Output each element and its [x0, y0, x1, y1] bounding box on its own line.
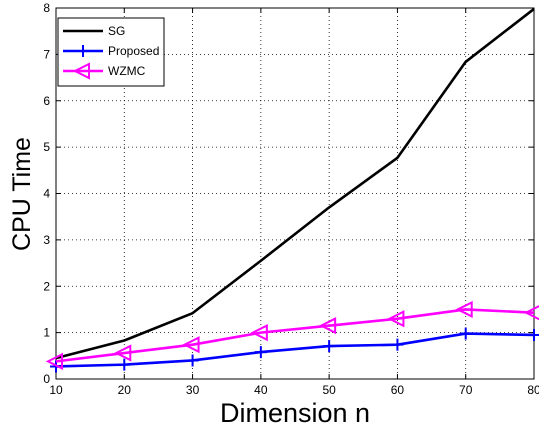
- y-tick-label: 7: [43, 47, 50, 61]
- series-lines: [45, 7, 539, 373]
- legend-label: Proposed: [108, 44, 159, 58]
- series-wzmc: [45, 300, 539, 370]
- legend-item: SG: [63, 24, 125, 38]
- data-point-marker: [250, 324, 268, 342]
- data-point-marker: [118, 358, 131, 371]
- y-tick-label: 4: [43, 187, 50, 201]
- data-point-marker: [528, 328, 539, 341]
- x-tick-label: 10: [49, 383, 63, 397]
- data-point-marker: [186, 354, 199, 367]
- legend-label: WZMC: [108, 64, 146, 78]
- series-proposed: [50, 327, 539, 373]
- x-tick-label: 40: [254, 383, 268, 397]
- y-tick-label: 3: [43, 233, 50, 247]
- series-line: [55, 7, 535, 360]
- x-tick-label: 70: [459, 383, 473, 397]
- data-point-marker: [77, 45, 89, 57]
- legend: SG Proposed WZMC: [57, 17, 165, 87]
- y-tick-label: 6: [43, 94, 50, 108]
- data-point-marker: [523, 305, 539, 321]
- data-point-marker: [182, 336, 200, 354]
- legend-label: SG: [108, 24, 125, 38]
- data-point-marker: [114, 344, 132, 362]
- x-tick-label: 20: [118, 383, 132, 397]
- data-point-marker: [391, 338, 404, 351]
- x-axis-label: Dimension n: [220, 398, 370, 428]
- y-axis-label: CPU Time: [8, 137, 36, 251]
- series-line: [55, 332, 535, 368]
- y-tick-label: 5: [43, 140, 50, 154]
- data-point-marker: [318, 317, 337, 335]
- axis-ticks: 10 20 30 40 50 60 70 80 0 1 2 3 4 5 6 7 8: [43, 1, 539, 397]
- x-tick-label: 50: [322, 383, 336, 397]
- series-line: [55, 308, 535, 363]
- x-tick-label: 30: [186, 383, 200, 397]
- data-point-marker: [323, 340, 336, 353]
- legend-item: WZMC: [63, 62, 146, 80]
- data-point-marker: [455, 300, 473, 319]
- x-tick-label: 60: [391, 383, 405, 397]
- series-sg: [55, 7, 535, 360]
- y-tick-label: 8: [43, 1, 50, 15]
- y-tick-label: 0: [43, 372, 50, 386]
- data-point-marker: [45, 352, 63, 370]
- data-point-marker: [387, 310, 405, 328]
- data-point-marker: [254, 346, 267, 359]
- data-point-marker: [459, 327, 472, 340]
- legend-item: Proposed: [63, 44, 159, 58]
- y-tick-label: 2: [43, 279, 50, 293]
- y-tick-label: 1: [43, 326, 50, 340]
- data-point-marker: [72, 62, 90, 80]
- x-tick-label: 80: [527, 383, 539, 397]
